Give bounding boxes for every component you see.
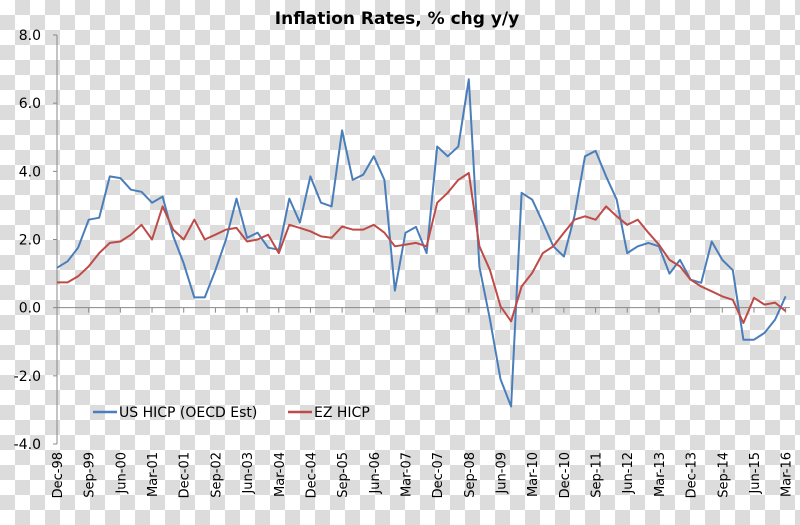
legend-label-us: US HICP (OECD Est) — [119, 405, 257, 421]
x-tick-label: Jun-06 — [368, 452, 383, 495]
x-tick-label: Jun-09 — [495, 452, 510, 495]
x-tick-label: Sep-08 — [463, 452, 478, 498]
x-tick-label: Sep-02 — [209, 452, 224, 498]
y-tick-label: 2.0 — [19, 233, 41, 249]
x-tick-label: Mar-16 — [780, 452, 795, 497]
x-tick-label: Dec-13 — [685, 452, 700, 498]
x-tick-label: Dec-04 — [304, 452, 319, 498]
x-tick-label: Dec-07 — [431, 452, 446, 498]
series-line-ez-hicp — [57, 172, 787, 324]
x-tick-label: Jun-00 — [114, 452, 129, 495]
x-axis: Dec-98 Sep-99 Jun-00 Mar-01 Dec-01 Sep-02 Jun-… — [51, 307, 795, 498]
x-tick-label: Jun-12 — [621, 452, 636, 495]
y-tick-label: 4.0 — [19, 164, 41, 180]
x-tick-label: Sep-99 — [83, 452, 98, 498]
y-tick-label: 0.0 — [19, 301, 41, 317]
x-tick-label: Jun-15 — [748, 452, 763, 495]
x-tick-label: Dec-01 — [178, 452, 193, 498]
y-tick-label: 8.0 — [19, 28, 41, 44]
x-tick-label: Sep-11 — [590, 452, 605, 498]
x-tick-label: Dec-98 — [51, 452, 66, 498]
x-tick-label: Dec-10 — [558, 452, 573, 498]
x-tick-label: Mar-07 — [399, 452, 414, 497]
y-axis: 8.0 6.0 4.0 2.0 0.0 -2.0 -4.0 — [14, 28, 58, 453]
chart-title: Inflation Rates, % chg y/y — [275, 9, 519, 29]
legend-label-ez: EZ HICP — [314, 405, 370, 421]
x-tick-label: Mar-04 — [273, 452, 288, 497]
x-tick-label: Sep-14 — [716, 452, 731, 498]
x-tick-label: Mar-13 — [653, 452, 668, 497]
series-lines — [56, 78, 787, 408]
series-line-us-hicp — [56, 78, 787, 408]
y-tick-label: -2.0 — [14, 369, 41, 385]
y-tick-label: -4.0 — [14, 437, 41, 453]
x-tick-label: Jun-03 — [241, 452, 256, 495]
x-tick-label: Mar-10 — [526, 452, 541, 497]
x-tick-label: Sep-05 — [336, 452, 351, 498]
y-tick-label: 6.0 — [19, 96, 41, 112]
legend: US HICP (OECD Est) EZ HICP — [93, 405, 370, 421]
x-tick-label: Mar-01 — [146, 452, 161, 497]
